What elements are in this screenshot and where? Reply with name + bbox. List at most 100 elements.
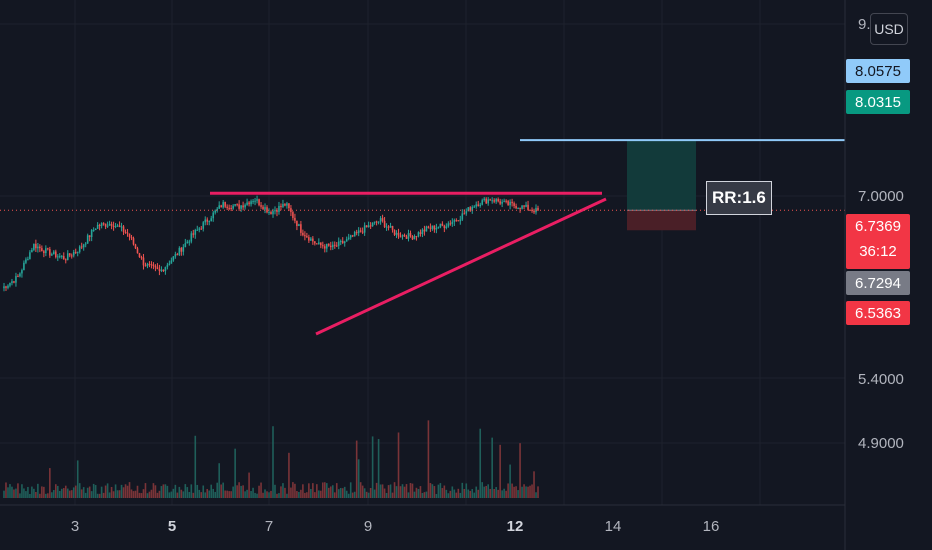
volume-bar [116, 490, 119, 498]
volume-bar [493, 488, 495, 498]
candle-body [385, 226, 388, 228]
candle-body [469, 207, 472, 211]
candle-body [35, 243, 37, 249]
candle-body [232, 205, 234, 209]
volume-bar [198, 489, 201, 498]
candle-body [537, 207, 539, 211]
volume-bar [469, 490, 472, 498]
volume-bar [88, 486, 91, 498]
volume-bar [214, 491, 217, 498]
volume-bar [513, 486, 515, 498]
candle-body [345, 239, 348, 242]
volume-bar [302, 484, 304, 498]
volume-bar [385, 492, 388, 498]
volume-bar [525, 486, 527, 498]
candle-body [224, 202, 226, 207]
candle-body [230, 207, 232, 209]
volume-bar [222, 482, 224, 498]
volume-bar [523, 484, 525, 498]
volume-bar [276, 493, 278, 498]
candle-body [485, 198, 487, 204]
candle-body [68, 253, 71, 256]
candle-body [383, 220, 386, 227]
candle-body [369, 225, 372, 227]
candle-body [316, 243, 318, 245]
position-tool[interactable] [627, 140, 696, 231]
volume-bar [92, 483, 95, 498]
x-tick-label: 14 [605, 518, 622, 535]
volume-bar [43, 486, 45, 498]
candle-body [88, 235, 91, 238]
volume-bar [142, 489, 145, 498]
volume-bar [495, 487, 497, 498]
volume-bar [308, 483, 310, 498]
volume-bar [509, 464, 511, 498]
candle-body [355, 232, 358, 234]
candle-body [53, 251, 55, 255]
volume-bar [39, 493, 41, 498]
candle-body [148, 263, 151, 265]
candle-body [158, 269, 161, 271]
candle-body [513, 203, 515, 207]
volume-bar [29, 493, 31, 498]
volume-bar [120, 484, 123, 498]
drawing-lines[interactable] [0, 139, 845, 336]
volume-bar [381, 484, 384, 498]
volume-bar [84, 492, 87, 498]
candle-body [517, 208, 519, 210]
volume-bar [467, 489, 470, 498]
candle-body [463, 213, 466, 215]
volume-bar [55, 484, 57, 498]
volume-bar [154, 485, 157, 498]
volume-bar [17, 483, 19, 498]
volume-bar [64, 485, 67, 498]
volume-bar [329, 486, 332, 498]
volume-bar [196, 484, 199, 498]
candle-body [361, 231, 364, 233]
volume-bar [363, 488, 366, 498]
candle-body [172, 256, 175, 261]
volume-bar [437, 484, 440, 498]
currency-button[interactable]: USD [870, 13, 908, 45]
volume-bar [124, 484, 127, 498]
volume-bar [110, 487, 113, 498]
candle-body [206, 219, 209, 222]
candle-body [236, 204, 238, 206]
candle-body [483, 198, 486, 201]
candle-body [5, 286, 7, 288]
volume-bar [234, 448, 236, 498]
candle-body [60, 256, 63, 258]
volume-bar [236, 485, 238, 498]
candle-body [256, 199, 258, 201]
volume-bar [51, 492, 53, 498]
volume-bar [393, 482, 396, 498]
volume-bar [461, 482, 464, 498]
candle-body [288, 203, 290, 209]
volume-bar [443, 485, 446, 498]
volume-bar [15, 488, 17, 498]
volume-bar [146, 493, 149, 498]
volume-bar [399, 486, 402, 498]
volume-bar [353, 491, 356, 498]
volume-bar [505, 490, 507, 498]
volume-bar [31, 486, 33, 498]
volume-bar [260, 482, 262, 498]
volume-bar [7, 487, 9, 498]
candle-body [104, 223, 107, 227]
volume-bar [439, 483, 442, 498]
volume-bar [186, 487, 189, 498]
candle-body [377, 221, 380, 223]
candle-body [13, 281, 15, 283]
candle-body [337, 241, 340, 246]
candle-body [351, 235, 354, 237]
volume-bar [212, 488, 215, 498]
volume-bar [351, 492, 354, 498]
volume-bar [537, 486, 539, 498]
candle-body [144, 265, 147, 267]
candle-body [226, 206, 228, 208]
volume-bar [401, 484, 404, 498]
volume-bar [72, 487, 75, 498]
y-tick-label: 7.0000 [858, 188, 904, 205]
candle-body [188, 241, 191, 243]
